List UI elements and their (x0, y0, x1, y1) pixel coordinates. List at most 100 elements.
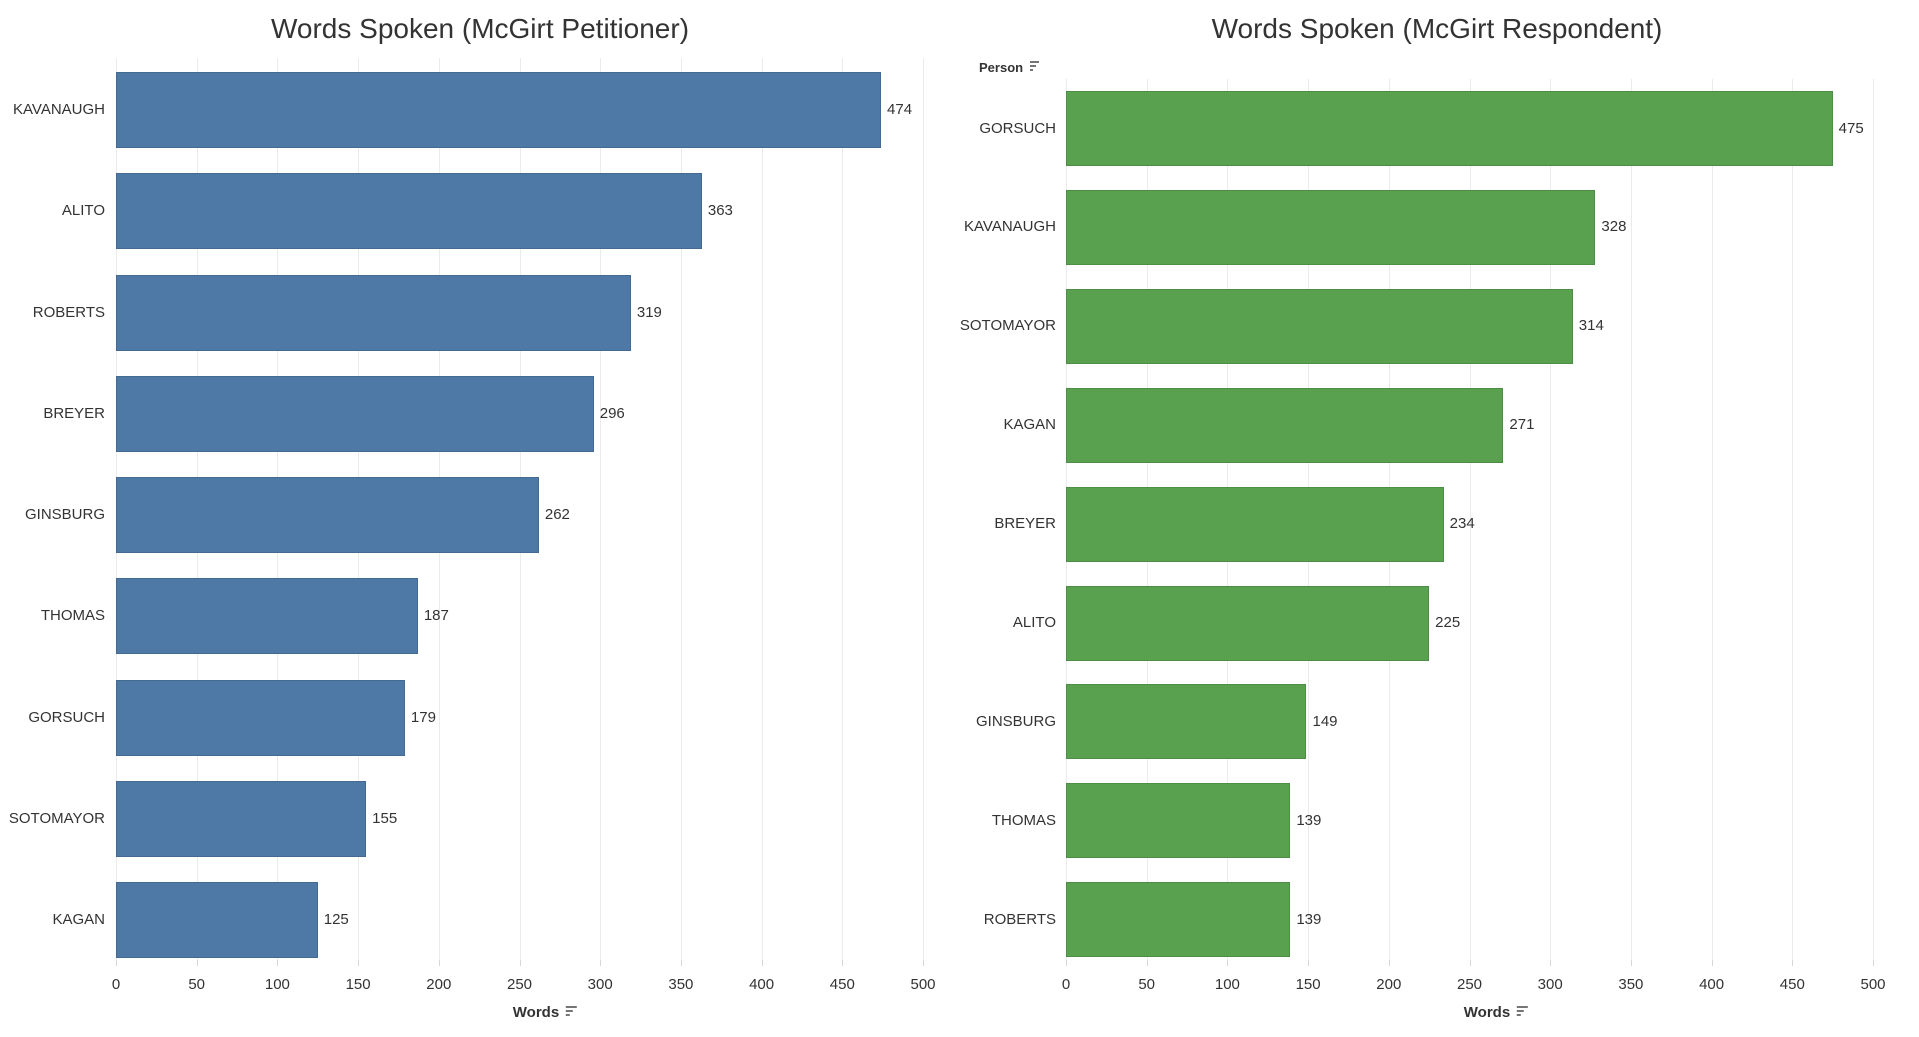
gridline (680, 58, 682, 960)
bar[interactable] (116, 578, 418, 655)
gridline (1792, 79, 1794, 960)
axis-tick-label: 100 (1214, 976, 1240, 993)
axis-tick-label: 500 (910, 976, 936, 993)
row-label[interactable]: ALITO (1012, 614, 1056, 631)
axis-tick (116, 960, 117, 966)
x-axis-title-text: Words (512, 1004, 560, 1021)
axis-tick-label: 200 (426, 976, 452, 993)
axis-tick-label: 350 (1618, 976, 1644, 993)
axis-tick (1227, 960, 1229, 966)
row-label[interactable]: SOTOMAYOR (8, 809, 105, 827)
axis-tick-label: 500 (1860, 976, 1886, 993)
bar-value-label: 155 (372, 809, 398, 827)
axis-tick-label: 0 (111, 976, 121, 993)
axis-tick (519, 960, 521, 966)
axis-tick (1146, 960, 1148, 966)
bar[interactable] (1066, 486, 1444, 562)
bar[interactable] (1066, 288, 1573, 364)
bar-value-label: 262 (544, 506, 570, 523)
axis-tick (438, 960, 440, 966)
axis-tick (1308, 960, 1310, 966)
bar[interactable] (116, 882, 318, 958)
row-label[interactable]: BREYER (994, 515, 1056, 533)
x-axis-title-text: Words (1463, 1004, 1511, 1021)
axis-tick-label: 0 (1061, 976, 1071, 993)
row-label[interactable]: THOMAS (991, 811, 1056, 829)
row-label[interactable]: KAGAN (1003, 416, 1056, 434)
row-label[interactable]: KAVANAUGH (964, 218, 1056, 236)
chart-title: Words Spoken (McGirt Respondent) (1211, 13, 1663, 44)
row-label[interactable]: KAVANAUGH (13, 101, 105, 118)
gridline (1873, 79, 1874, 960)
row-label[interactable]: GINSBURG (24, 506, 105, 523)
axis-tick (1873, 960, 1874, 966)
sort-descending-icon[interactable] (1030, 61, 1040, 71)
axis-tick (842, 960, 844, 966)
axis-tick (277, 960, 279, 966)
row-label[interactable]: GORSUCH (979, 119, 1056, 137)
row-label[interactable]: ALITO (61, 202, 105, 220)
bar[interactable] (1066, 783, 1291, 859)
gridline (1469, 79, 1471, 960)
row-label[interactable]: SOTOMAYOR (959, 317, 1056, 335)
gridline (842, 58, 844, 960)
bar[interactable] (116, 72, 882, 148)
axis-tick-label: 400 (749, 976, 775, 993)
bar-value-label: 314 (1578, 317, 1604, 335)
axis-tick-label: 50 (188, 976, 206, 993)
axis-tick-label: 250 (1456, 976, 1483, 993)
bar-value-label: 475 (1838, 119, 1864, 137)
bar[interactable] (116, 274, 631, 351)
bar-value-label: 328 (1601, 218, 1627, 236)
chart-title: Words Spoken (McGirt Petitioner) (270, 13, 690, 44)
sort-descending-icon[interactable] (566, 1006, 578, 1016)
row-field-label[interactable]: Person (979, 60, 1040, 75)
gridline (923, 58, 924, 960)
axis-tick (1550, 960, 1552, 966)
axis-tick (680, 960, 682, 966)
axis-tick (1388, 960, 1390, 966)
axis-tick-label: 300 (587, 976, 613, 993)
bar[interactable] (1066, 387, 1504, 463)
gridline (761, 58, 763, 960)
x-axis-field-label[interactable]: Words (1463, 1004, 1529, 1021)
gridline (600, 58, 602, 960)
bar[interactable] (116, 780, 367, 857)
row-label[interactable]: ROBERTS (32, 303, 105, 321)
axis-tick (1792, 960, 1794, 966)
bar[interactable] (116, 375, 594, 452)
bar[interactable] (1066, 91, 1833, 166)
axis-tick (196, 960, 198, 966)
x-axis-field-label[interactable]: Words (512, 1004, 578, 1021)
bar-value-label: 187 (423, 607, 449, 625)
gridline (1630, 79, 1632, 960)
bar[interactable] (1066, 189, 1596, 265)
axis-tick (923, 960, 924, 966)
axis-tick-label: 250 (506, 976, 533, 993)
row-label[interactable]: GORSUCH (28, 708, 105, 726)
axis-tick-label: 100 (264, 976, 290, 993)
bar-value-label: 474 (887, 101, 913, 118)
bar[interactable] (1066, 585, 1430, 661)
row-label[interactable]: KAGAN (52, 911, 105, 928)
bar-value-label: 139 (1296, 811, 1322, 829)
bar[interactable] (1066, 882, 1291, 958)
bar-value-label: 225 (1435, 614, 1461, 631)
axis-tick (600, 960, 602, 966)
bar[interactable] (116, 477, 539, 553)
bar[interactable] (116, 173, 702, 250)
bar[interactable] (1066, 684, 1307, 760)
axis-tick (1711, 960, 1713, 966)
row-field-label-text: Person (979, 60, 1024, 75)
row-label[interactable]: ROBERTS (983, 910, 1056, 928)
row-label[interactable]: GINSBURG (975, 712, 1056, 730)
axis-tick-label: 450 (1779, 976, 1805, 993)
bar-value-label: 234 (1449, 515, 1475, 533)
row-label[interactable]: BREYER (43, 404, 105, 422)
bar[interactable] (116, 679, 405, 756)
sort-descending-icon[interactable] (1517, 1006, 1529, 1016)
row-label[interactable]: THOMAS (40, 607, 105, 625)
